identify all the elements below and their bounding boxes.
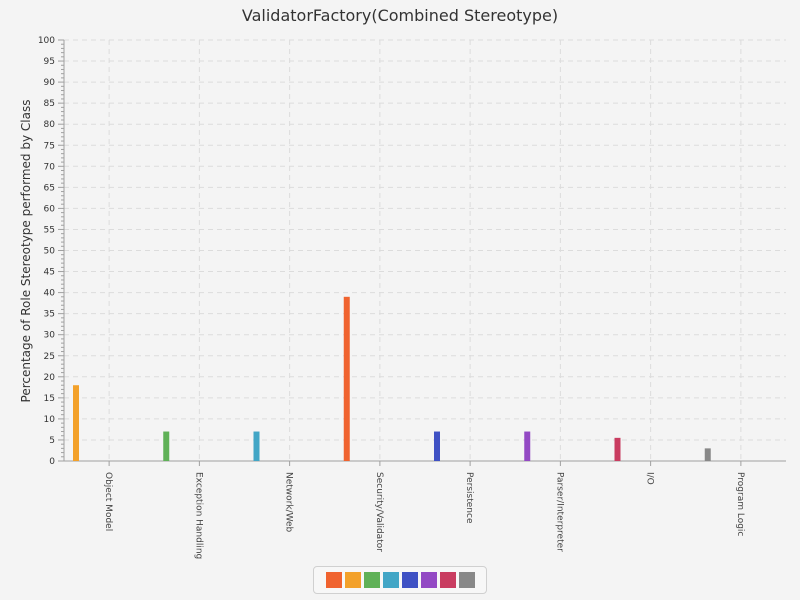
y-tick-label: 90 bbox=[44, 78, 56, 88]
bar-persistence bbox=[434, 431, 440, 461]
legend-swatch[interactable] bbox=[344, 572, 361, 588]
y-tick-label: 5 bbox=[49, 436, 55, 446]
legend-swatch[interactable] bbox=[420, 572, 437, 588]
bar-program-logic bbox=[704, 448, 711, 461]
y-tick-label: 75 bbox=[44, 141, 55, 151]
x-category-label: Program Logic bbox=[735, 472, 745, 536]
y-tick-label: 10 bbox=[44, 415, 56, 425]
bar-network-web bbox=[253, 431, 260, 461]
chart-title: ValidatorFactory(Combined Stereotype) bbox=[241, 6, 559, 25]
x-category-label: Security/Validator bbox=[374, 472, 384, 552]
bar-object-model bbox=[73, 385, 79, 461]
y-tick-label: 35 bbox=[44, 310, 55, 320]
bar-i-o bbox=[614, 437, 621, 461]
y-tick-label: 70 bbox=[44, 162, 56, 172]
y-tick-label: 30 bbox=[44, 331, 56, 341]
y-tick-label: 50 bbox=[44, 247, 56, 257]
label-layer: 0 5 10 15 20 25 30 35 40 45 50 55 60 65 70 75 80 85 90 95 10… bbox=[38, 36, 745, 559]
y-tick-label: 65 bbox=[44, 183, 55, 193]
bar-security-validator bbox=[343, 296, 350, 461]
y-tick-label: 60 bbox=[44, 204, 56, 214]
y-tick-label: 80 bbox=[44, 120, 56, 130]
y-tick-label: 25 bbox=[44, 352, 55, 362]
y-tick-label: 0 bbox=[49, 457, 55, 467]
bar-layer bbox=[73, 296, 711, 461]
legend bbox=[313, 566, 487, 594]
y-tick-label: 15 bbox=[44, 394, 55, 404]
y-tick-label: 40 bbox=[44, 289, 56, 299]
legend-swatch[interactable] bbox=[363, 572, 380, 588]
legend-swatch[interactable] bbox=[458, 572, 475, 588]
bar-exception-handling bbox=[163, 431, 170, 461]
y-tick-label: 45 bbox=[44, 268, 55, 278]
bar-parser-interpreter bbox=[524, 431, 531, 461]
x-category-label: Object Model bbox=[103, 472, 113, 531]
x-category-label: I/O bbox=[645, 472, 655, 485]
y-tick-label: 20 bbox=[44, 373, 56, 383]
y-tick-label: 95 bbox=[44, 57, 55, 67]
x-category-label: Network/Web bbox=[284, 472, 294, 533]
x-category-label: Parser/Interpreter bbox=[554, 472, 564, 552]
y-tick-label: 100 bbox=[38, 36, 55, 46]
y-tick-label: 55 bbox=[44, 225, 55, 235]
legend-swatch[interactable] bbox=[382, 572, 399, 588]
x-category-label: Exception Handling bbox=[193, 472, 203, 559]
y-tick-label: 85 bbox=[44, 99, 55, 109]
x-category-label: Persistence bbox=[464, 472, 474, 524]
legend-swatch[interactable] bbox=[439, 572, 456, 588]
grid-layer bbox=[64, 39, 786, 461]
legend-swatch[interactable] bbox=[401, 572, 418, 588]
axis-layer bbox=[58, 39, 786, 466]
legend-swatch[interactable] bbox=[325, 572, 342, 588]
